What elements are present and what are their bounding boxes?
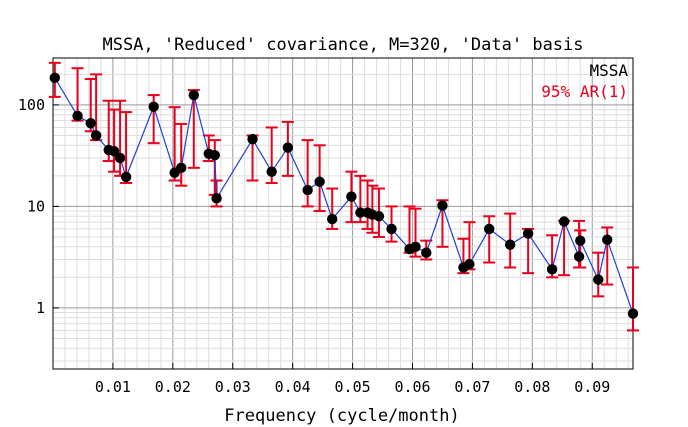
x-axis-label: Frequency (cycle/month)	[224, 406, 459, 426]
error-bar	[120, 111, 133, 185]
data-point	[522, 228, 534, 239]
data-point	[355, 207, 366, 218]
error-bar	[187, 89, 200, 169]
x-tick-label: 0.07	[454, 378, 490, 396]
plot-area	[52, 57, 634, 370]
data-point	[575, 235, 586, 246]
data-point	[108, 145, 120, 157]
error-bar	[366, 184, 379, 234]
data-point	[188, 89, 200, 101]
data-point	[386, 223, 397, 235]
x-tick-label: 0.06	[394, 378, 430, 396]
x-tick-label: 0.09	[574, 378, 610, 396]
data-point	[176, 162, 187, 174]
error-bar	[627, 266, 639, 332]
data-point	[593, 274, 604, 285]
data-point	[266, 166, 277, 177]
grid	[53, 58, 633, 369]
data-point	[282, 142, 294, 153]
data-point	[209, 149, 220, 161]
error-bar	[175, 122, 188, 187]
data-point	[90, 130, 102, 141]
legend-entry-mssa: MSSA	[589, 61, 628, 80]
x-tick-label: 0.04	[275, 378, 311, 396]
data-point	[373, 211, 385, 222]
data-point	[558, 216, 570, 227]
data-point	[114, 152, 126, 164]
data-point	[327, 213, 338, 225]
error-bar	[108, 108, 121, 173]
data-point	[247, 133, 258, 145]
data-point	[546, 264, 558, 275]
y-axis: 1 10 100	[18, 96, 59, 317]
data-point	[302, 184, 313, 196]
data-point	[85, 118, 96, 129]
data-point	[211, 193, 222, 204]
chart-title: MSSA, 'Reduced' covariance, M=320, 'Data…	[102, 35, 583, 55]
data-point	[49, 72, 60, 84]
data-points	[49, 72, 639, 319]
x-tick-label: 0.03	[215, 378, 251, 396]
data-point	[421, 247, 432, 258]
y-tick-label: 10	[27, 197, 45, 215]
error-bar	[483, 215, 496, 264]
data-point	[410, 241, 421, 252]
x-tick-label: 0.02	[155, 378, 191, 396]
data-point	[504, 239, 516, 250]
x-tick-label: 0.01	[95, 378, 131, 396]
data-point	[72, 110, 83, 122]
y-tick-label: 100	[18, 96, 45, 114]
x-tick-label: 0.08	[514, 378, 550, 396]
data-point	[346, 191, 357, 202]
data-point	[483, 223, 495, 235]
data-point	[120, 171, 132, 183]
data-point	[437, 200, 448, 211]
x-axis: 0.01 0.02 0.03 0.04 0.05 0.06 0.07 0.08 0.09	[95, 363, 610, 396]
y-tick-label: 1	[36, 299, 45, 317]
data-point	[464, 258, 475, 270]
error-bar	[90, 73, 103, 142]
error-bar	[301, 139, 314, 208]
legend-entry-ar1: 95% AR(1)	[541, 82, 628, 101]
data-point	[627, 308, 639, 319]
data-point	[602, 234, 613, 245]
x-tick-label: 0.05	[335, 378, 371, 396]
data-point	[573, 251, 585, 262]
data-point	[148, 101, 159, 112]
data-point	[314, 176, 325, 187]
